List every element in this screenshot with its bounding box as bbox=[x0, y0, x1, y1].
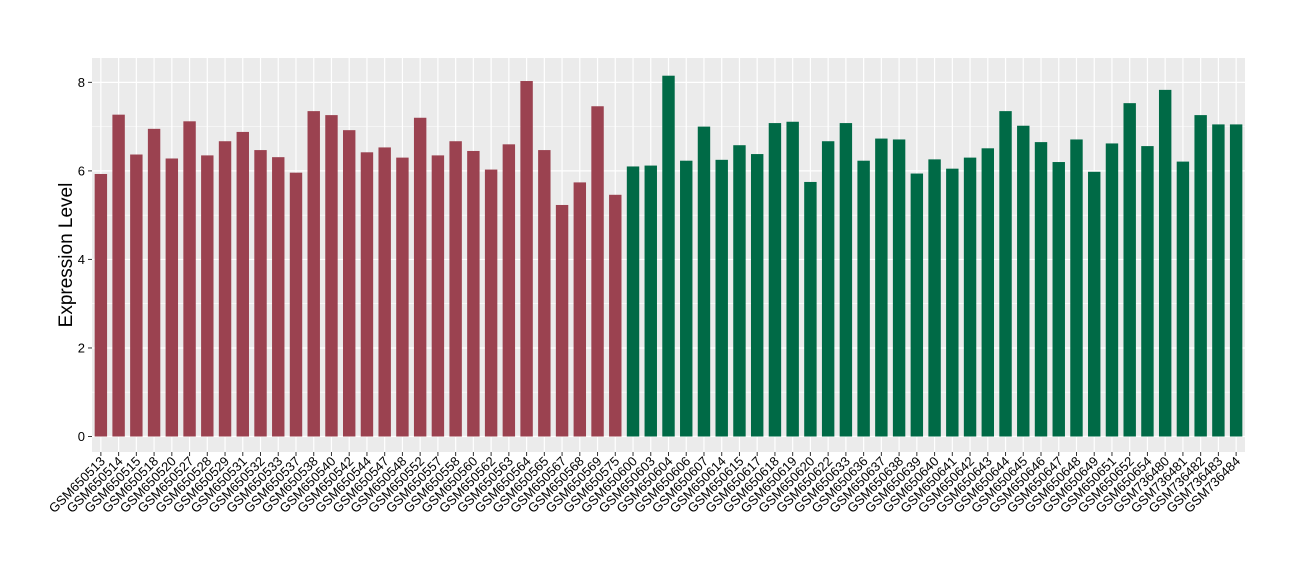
bar bbox=[1158, 89, 1172, 437]
y-tick-label: 6 bbox=[78, 163, 85, 178]
bar bbox=[680, 160, 693, 437]
bar bbox=[697, 126, 711, 437]
bar bbox=[715, 159, 728, 437]
bar bbox=[821, 141, 835, 437]
bar bbox=[626, 166, 640, 437]
bar bbox=[1229, 124, 1243, 437]
bar bbox=[981, 148, 995, 437]
bar bbox=[892, 139, 906, 437]
bar bbox=[431, 155, 445, 437]
bar bbox=[1034, 142, 1048, 437]
bar bbox=[839, 123, 853, 437]
bar bbox=[307, 111, 320, 437]
bar bbox=[254, 150, 267, 437]
bar bbox=[750, 154, 764, 437]
bar bbox=[857, 160, 870, 437]
x-axis: GSM650513GSM650514GSM650515GSM650518GSM6… bbox=[46, 452, 1243, 516]
bar bbox=[130, 154, 143, 437]
bar bbox=[555, 204, 569, 437]
bar bbox=[591, 106, 604, 437]
bar bbox=[413, 117, 427, 437]
bar bbox=[963, 157, 977, 437]
y-axis-title: Expression Level bbox=[56, 183, 77, 328]
bar bbox=[1176, 161, 1190, 437]
bar bbox=[804, 181, 817, 437]
bar bbox=[360, 152, 374, 437]
bar bbox=[538, 150, 551, 437]
bar bbox=[768, 123, 782, 437]
bar bbox=[289, 172, 303, 437]
bar bbox=[1212, 124, 1225, 437]
bar bbox=[1105, 143, 1119, 437]
bar bbox=[183, 121, 196, 437]
y-tick-label: 8 bbox=[78, 75, 85, 90]
bar bbox=[1194, 115, 1207, 437]
bar bbox=[272, 157, 285, 437]
bar bbox=[112, 114, 125, 437]
bar bbox=[325, 115, 338, 437]
bar bbox=[342, 130, 356, 437]
bar bbox=[147, 128, 161, 437]
bar bbox=[875, 138, 888, 437]
bar bbox=[733, 145, 746, 437]
bar bbox=[786, 121, 799, 437]
bar bbox=[1123, 103, 1136, 437]
bar bbox=[218, 141, 232, 437]
y-tick-label: 0 bbox=[78, 429, 85, 444]
bar bbox=[1070, 139, 1083, 437]
bar bbox=[1088, 171, 1101, 437]
bar bbox=[999, 111, 1012, 437]
bar bbox=[467, 150, 480, 437]
bar bbox=[502, 144, 516, 437]
bar bbox=[236, 131, 249, 437]
bar bbox=[201, 155, 214, 437]
bar bbox=[573, 182, 587, 437]
bar bbox=[1052, 162, 1065, 437]
bar bbox=[520, 81, 533, 437]
bar bbox=[609, 194, 622, 437]
bar bbox=[484, 169, 498, 437]
bar bbox=[644, 165, 657, 437]
bar bbox=[378, 147, 391, 437]
y-tick-label: 4 bbox=[78, 252, 85, 267]
bar bbox=[910, 173, 924, 437]
bar bbox=[928, 159, 941, 437]
bar bbox=[94, 173, 108, 437]
bars bbox=[94, 75, 1243, 437]
bar bbox=[1017, 125, 1030, 437]
y-tick-label: 2 bbox=[78, 340, 85, 355]
bar bbox=[662, 75, 675, 437]
bar bbox=[946, 168, 959, 437]
bar bbox=[396, 157, 409, 437]
bar bbox=[165, 158, 179, 437]
bar bbox=[1141, 146, 1154, 437]
bar bbox=[449, 141, 462, 437]
y-axis: 0 2 4 6 8 bbox=[78, 75, 92, 444]
